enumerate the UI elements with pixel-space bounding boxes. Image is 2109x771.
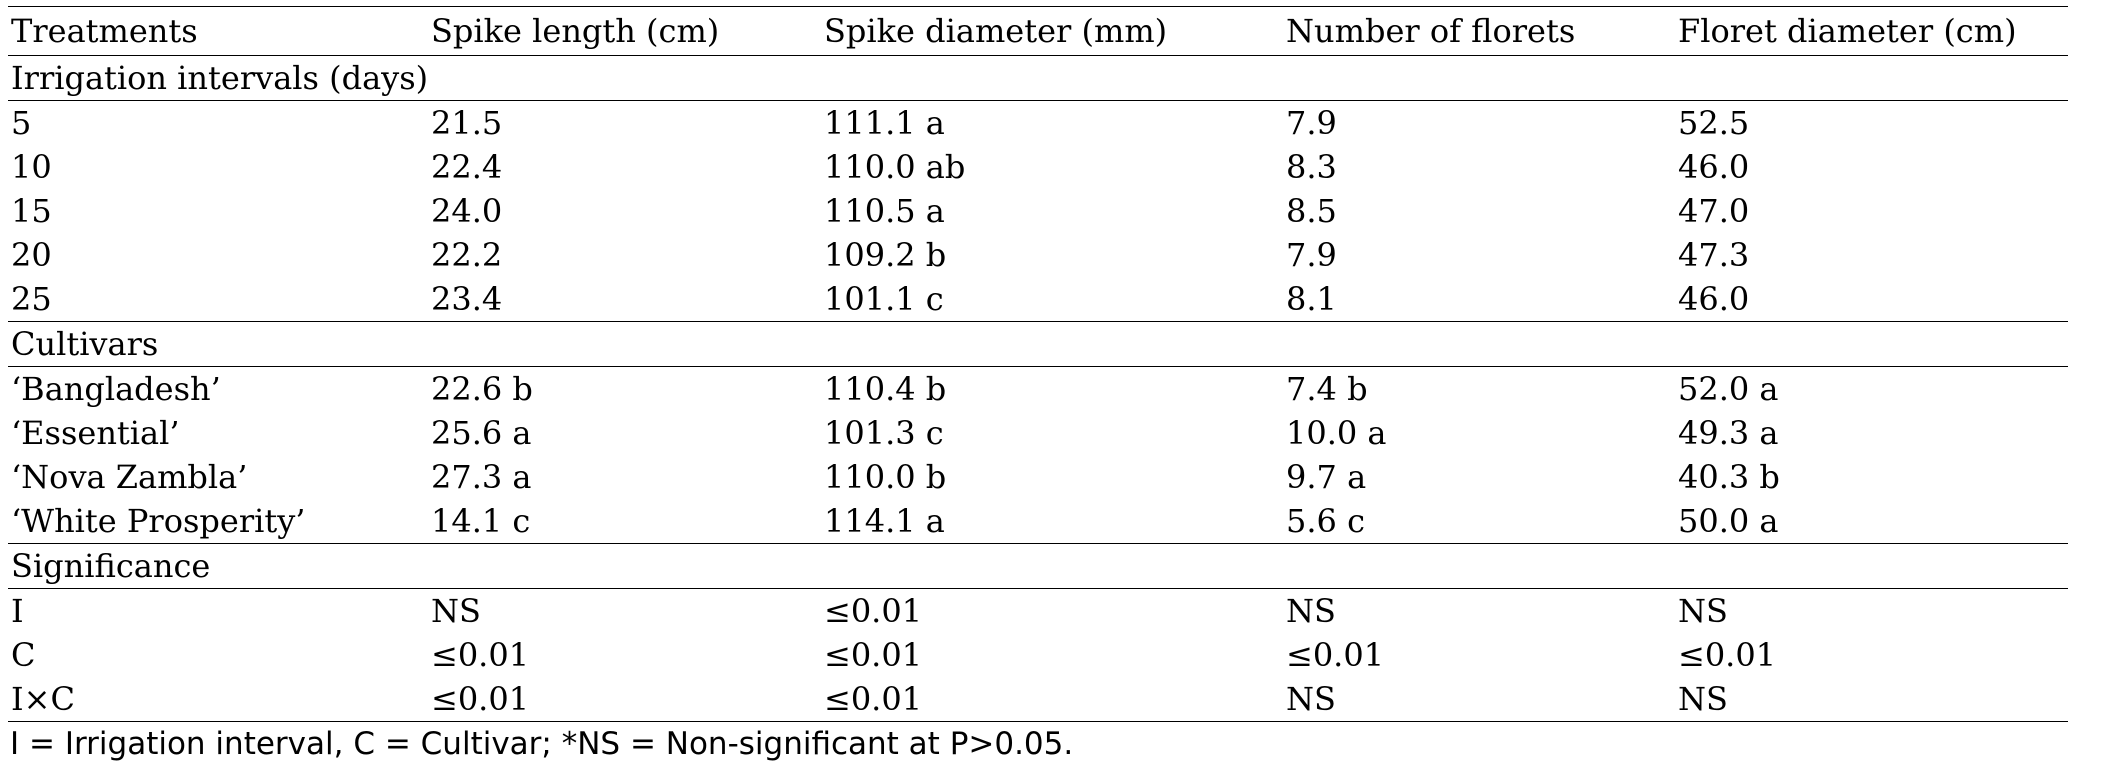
table-row: ‘Nova Zambla’ 27.3 a 110.0 b 9.7 a 40.3 b bbox=[8, 455, 2068, 499]
results-table-container: Treatments Spike length (cm) Spike diame… bbox=[8, 6, 2068, 764]
table-cell: 49.3 a bbox=[1678, 414, 1779, 452]
row-label-cell: 20 bbox=[11, 236, 52, 274]
row-label-cell: I bbox=[11, 592, 24, 630]
table-row: 10 22.4 110.0 ab 8.3 46.0 bbox=[8, 145, 2068, 189]
table-cell: 110.5 a bbox=[824, 192, 945, 230]
table-row: 25 23.4 101.1 c 8.1 46.0 bbox=[8, 277, 2068, 322]
section-heading-row: Significance bbox=[8, 543, 2068, 589]
table-header-row: Treatments Spike length (cm) Spike diame… bbox=[8, 6, 2068, 56]
table-cell: 111.1 a bbox=[824, 104, 945, 142]
table-cell: 101.3 c bbox=[824, 414, 944, 452]
table-cell: 110.0 ab bbox=[824, 148, 966, 186]
table-cell: 47.3 bbox=[1678, 236, 1750, 274]
table-row: 20 22.2 109.2 b 7.9 47.3 bbox=[8, 233, 2068, 277]
table-cell: ≤0.01 bbox=[1678, 636, 1777, 674]
section-heading-row: Cultivars bbox=[8, 321, 2068, 367]
table-cell: 50.0 a bbox=[1675, 499, 2068, 544]
table-cell: 46.0 bbox=[1675, 277, 2068, 322]
table-cell: NS bbox=[1286, 592, 1336, 630]
table-cell: NS bbox=[1678, 592, 1728, 630]
table-cell: ≤0.01 bbox=[431, 636, 530, 674]
table-cell: 46.0 bbox=[1678, 148, 1750, 186]
table-cell: ≤0.01 bbox=[428, 677, 821, 722]
table-cell: 5.6 c bbox=[1283, 499, 1675, 544]
table-cell: 52.0 a bbox=[1678, 370, 1779, 408]
table-cell: 9.7 a bbox=[1286, 458, 1367, 496]
column-header-floret-diameter: Floret diameter (cm) bbox=[1675, 6, 2068, 56]
row-label-cell: 10 bbox=[11, 148, 52, 186]
table-row: I×C ≤0.01 ≤0.01 NS NS bbox=[8, 677, 2068, 722]
table-footnote: I = Irrigation interval, C = Cultivar; *… bbox=[10, 726, 1074, 762]
table-cell: ≤0.01 bbox=[1286, 636, 1385, 674]
table-cell: ≤0.01 bbox=[824, 592, 923, 630]
table-cell: NS bbox=[1675, 677, 2068, 722]
results-table: Treatments Spike length (cm) Spike diame… bbox=[8, 6, 2068, 722]
table-cell: 21.5 bbox=[431, 104, 503, 142]
table-cell: 8.5 bbox=[1286, 192, 1337, 230]
section-heading: Irrigation intervals (days) bbox=[8, 55, 2068, 101]
table-cell: 14.1 c bbox=[428, 499, 821, 544]
row-label-cell: ‘White Prosperity’ bbox=[8, 499, 428, 544]
table-cell: 25.6 a bbox=[431, 414, 532, 452]
column-header-number-of-florets: Number of florets bbox=[1283, 6, 1675, 56]
table-row: 15 24.0 110.5 a 8.5 47.0 bbox=[8, 189, 2068, 233]
row-label-cell: I×C bbox=[8, 677, 428, 722]
row-label-cell: 15 bbox=[11, 192, 52, 230]
table-row: ‘Bangladesh’ 22.6 b 110.4 b 7.4 b 52.0 a bbox=[8, 367, 2068, 412]
table-cell: 7.9 bbox=[1286, 104, 1337, 142]
table-cell: 7.9 bbox=[1286, 236, 1337, 274]
row-label-cell: C bbox=[11, 636, 36, 674]
row-label-cell: 25 bbox=[8, 277, 428, 322]
table-cell: 8.1 bbox=[1283, 277, 1675, 322]
row-label-cell: ‘Essential’ bbox=[11, 414, 180, 452]
row-label-cell: ‘Bangladesh’ bbox=[11, 370, 221, 408]
table-cell: ≤0.01 bbox=[821, 677, 1283, 722]
table-cell: 8.3 bbox=[1286, 148, 1337, 186]
table-row: 5 21.5 111.1 a 7.9 52.5 bbox=[8, 101, 2068, 146]
column-header-treatments: Treatments bbox=[8, 6, 428, 56]
column-header-spike-diameter: Spike diameter (mm) bbox=[821, 6, 1283, 56]
table-cell: 23.4 bbox=[428, 277, 821, 322]
section-heading: Cultivars bbox=[8, 321, 2068, 367]
table-cell: NS bbox=[1283, 677, 1675, 722]
table-cell: 22.6 b bbox=[431, 370, 533, 408]
table-body: Irrigation intervals (days) 5 21.5 111.1 a 7… bbox=[8, 55, 2068, 722]
table-cell: 22.4 bbox=[431, 148, 503, 186]
table-cell: 109.2 b bbox=[824, 236, 947, 274]
table-row: ‘White Prosperity’ 14.1 c 114.1 a 5.6 c 50.0… bbox=[8, 499, 2068, 544]
table-cell: NS bbox=[431, 592, 481, 630]
table-row: ‘Essential’ 25.6 a 101.3 c 10.0 a 49.3 a bbox=[8, 411, 2068, 455]
table-row: I NS ≤0.01 NS NS bbox=[8, 589, 2068, 634]
column-header-spike-length: Spike length (cm) bbox=[428, 6, 821, 56]
table-cell: 110.4 b bbox=[824, 370, 947, 408]
row-label-cell: 5 bbox=[11, 104, 32, 142]
table-cell: 110.0 b bbox=[824, 458, 947, 496]
table-cell: 22.2 bbox=[431, 236, 503, 274]
table-cell: 10.0 a bbox=[1286, 414, 1387, 452]
table-cell: ≤0.01 bbox=[824, 636, 923, 674]
section-heading: Significance bbox=[8, 543, 2068, 589]
table-row: C ≤0.01 ≤0.01 ≤0.01 ≤0.01 bbox=[8, 633, 2068, 677]
table-cell: 7.4 b bbox=[1286, 370, 1368, 408]
section-heading-row: Irrigation intervals (days) bbox=[8, 55, 2068, 101]
table-cell: 101.1 c bbox=[821, 277, 1283, 322]
table-cell: 52.5 bbox=[1678, 104, 1750, 142]
table-cell: 24.0 bbox=[431, 192, 503, 230]
table-cell: 27.3 a bbox=[431, 458, 532, 496]
row-label-cell: ‘Nova Zambla’ bbox=[11, 458, 248, 496]
table-cell: 114.1 a bbox=[821, 499, 1283, 544]
table-cell: 40.3 b bbox=[1678, 458, 1780, 496]
table-cell: 47.0 bbox=[1678, 192, 1750, 230]
